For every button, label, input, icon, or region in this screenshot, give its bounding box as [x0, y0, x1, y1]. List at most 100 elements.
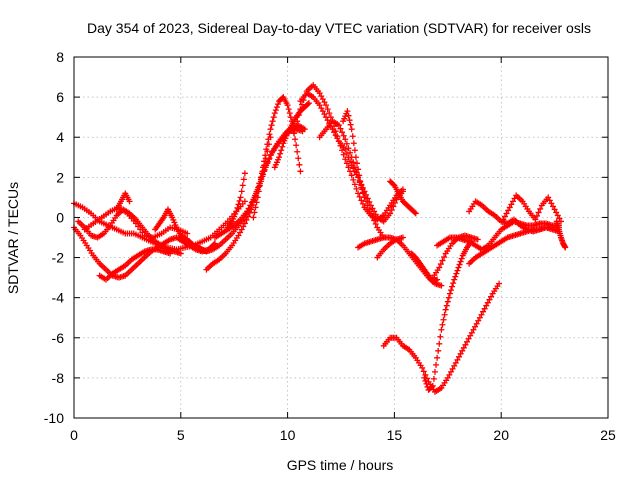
data-point	[351, 147, 358, 154]
series-arc-12	[250, 94, 304, 221]
data-point	[270, 114, 277, 121]
data-point	[276, 154, 283, 161]
data-point	[438, 326, 445, 333]
x-tick-label: 5	[177, 427, 185, 443]
data-point	[537, 205, 544, 212]
data-point	[456, 261, 463, 268]
data-point	[435, 347, 442, 354]
data-point	[348, 172, 355, 179]
data-point	[240, 176, 247, 183]
data-point	[420, 368, 427, 375]
data-point	[562, 244, 569, 251]
data-point	[301, 126, 308, 133]
data-point	[441, 311, 448, 318]
data-point	[455, 264, 462, 271]
data-point	[345, 112, 352, 119]
data-point	[139, 229, 146, 236]
series-arc-24	[429, 232, 481, 281]
data-point	[549, 203, 556, 210]
data-point	[369, 213, 376, 220]
data-point	[444, 298, 451, 305]
data-point	[319, 108, 326, 115]
data-point	[305, 100, 312, 107]
y-tick-label: 6	[56, 89, 64, 105]
data-point	[475, 317, 482, 324]
data-point	[254, 194, 261, 201]
data-point	[452, 273, 459, 280]
data-point	[238, 188, 245, 195]
data-point	[508, 201, 515, 208]
data-point	[241, 198, 248, 205]
data-point	[236, 197, 243, 204]
data-point	[472, 323, 479, 330]
data-point	[343, 140, 350, 147]
data-point	[284, 102, 291, 109]
data-point	[421, 374, 428, 381]
data-point	[451, 276, 458, 283]
data-point	[323, 114, 330, 121]
x-tick-label: 25	[600, 427, 616, 443]
data-point	[553, 209, 560, 216]
data-point	[452, 359, 459, 366]
data-point	[245, 205, 252, 212]
data-point	[255, 188, 262, 195]
data-point	[264, 141, 271, 148]
data-point	[334, 135, 341, 142]
data-point	[449, 365, 456, 372]
data-point	[318, 105, 325, 112]
axis-ticks: 0 5 10 15 20 25 -10 -8 -6 -4 -2 0 2 4 6 8	[44, 49, 616, 443]
data-point	[399, 188, 406, 195]
series-arc-19	[374, 234, 406, 261]
data-point	[454, 267, 461, 274]
series-arc-26	[434, 218, 562, 253]
data-point	[503, 210, 510, 217]
data-point	[347, 149, 354, 156]
data-point	[258, 170, 265, 177]
data-point	[419, 364, 426, 371]
y-tick-label: -8	[52, 370, 65, 386]
data-point	[460, 344, 467, 351]
data-point	[350, 140, 357, 147]
series-arc-28	[500, 192, 565, 225]
data-point	[488, 293, 495, 300]
data-point	[433, 361, 440, 368]
series-arc-5	[96, 246, 174, 283]
data-point	[443, 302, 450, 309]
data-point	[167, 250, 174, 257]
data-point	[321, 99, 328, 106]
data-point	[250, 196, 257, 203]
series-arc-4	[81, 204, 191, 241]
data-point	[340, 151, 347, 158]
data-point	[483, 302, 490, 309]
data-point	[360, 190, 367, 197]
data-point	[184, 230, 191, 237]
data-point	[474, 236, 481, 243]
data-point	[399, 234, 406, 241]
series-arc-20	[387, 178, 419, 217]
data-point	[372, 211, 379, 218]
series-arc-29	[553, 218, 569, 251]
data-point	[430, 375, 437, 382]
data-point	[371, 208, 378, 215]
data-point	[253, 199, 260, 206]
data-point	[343, 160, 350, 167]
data-point	[500, 216, 507, 223]
data-point	[263, 162, 270, 169]
data-point	[429, 382, 436, 389]
data-point	[251, 209, 258, 216]
data-point	[358, 197, 365, 204]
data-point	[355, 190, 362, 197]
data-point	[342, 136, 349, 143]
data-point	[248, 206, 255, 213]
data-point	[332, 132, 339, 139]
data-point	[532, 216, 539, 223]
data-point	[411, 209, 418, 216]
data-point	[316, 90, 323, 97]
series-arc-13	[271, 100, 312, 171]
data-point	[369, 205, 376, 212]
data-point	[316, 102, 323, 109]
data-point	[211, 240, 218, 247]
data-point	[470, 326, 477, 333]
data-point	[347, 121, 354, 128]
data-point	[390, 203, 397, 210]
